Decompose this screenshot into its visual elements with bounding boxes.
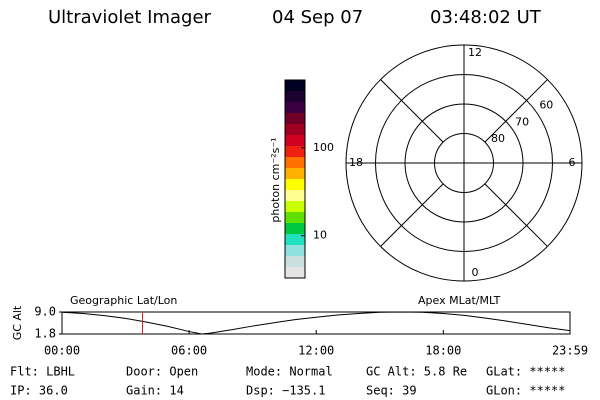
- color-band: [285, 168, 305, 180]
- color-band: [285, 212, 305, 224]
- x-tick-label: 18:00: [425, 344, 461, 358]
- color-band: [285, 234, 305, 246]
- x-tick-label: 23:59: [552, 344, 588, 358]
- status-field: Seq: 39: [366, 384, 417, 398]
- color-band: [285, 223, 305, 235]
- color-band: [285, 124, 305, 136]
- status-field: GLat: *****: [486, 365, 565, 379]
- status-field: Flt: LBHL: [10, 365, 75, 379]
- ring-label: 70: [515, 115, 529, 128]
- annotation: Geographic Lat/Lon: [70, 294, 177, 307]
- polar-spoke: [380, 183, 444, 247]
- status-field: IP: 36.0: [10, 384, 68, 398]
- color-band: [285, 179, 305, 191]
- y-tick-label: 1.8: [34, 327, 56, 341]
- status-field: GLon: *****: [486, 384, 565, 398]
- color-band: [285, 267, 305, 279]
- color-band: [285, 135, 305, 147]
- status-field: Gain: 14: [126, 384, 184, 398]
- annotation: Apex MLat/MLT: [418, 294, 501, 307]
- color-band: [285, 146, 305, 158]
- status-field: Mode: Normal: [246, 365, 333, 379]
- status-field: Door: Open: [126, 365, 198, 379]
- mlt-label: 18: [349, 156, 363, 169]
- y-tick-label: 9.0: [34, 305, 56, 319]
- ring-label: 60: [539, 98, 553, 111]
- color-band: [285, 157, 305, 169]
- colorbar-tick-label: 10: [313, 229, 327, 242]
- time: 03:48:02 UT: [430, 7, 542, 28]
- colorbar-tick-label: 100: [313, 141, 334, 154]
- color-band: [285, 245, 305, 257]
- colorbar-label: photon cm⁻²s⁻¹: [269, 137, 282, 222]
- title: Ultraviolet Imager: [48, 7, 212, 28]
- ring-label: 80: [491, 132, 505, 145]
- x-tick-label: 06:00: [171, 344, 207, 358]
- polar-spoke: [380, 79, 444, 143]
- color-band: [285, 91, 305, 103]
- color-band: [285, 113, 305, 125]
- color-band: [285, 201, 305, 213]
- x-tick-label: 12:00: [298, 344, 334, 358]
- mlt-label: 12: [468, 46, 482, 59]
- color-band: [285, 190, 305, 202]
- x-tick-label: 00:00: [44, 344, 80, 358]
- status-field: GC Alt: 5.8 Re: [366, 365, 467, 379]
- polar-spoke: [484, 79, 548, 143]
- altitude-line: [61, 311, 571, 335]
- color-band: [285, 256, 305, 268]
- mlt-label: 6: [569, 156, 576, 169]
- polar-spoke: [484, 183, 548, 247]
- y-axis-label: GC Alt: [11, 305, 24, 340]
- date: 04 Sep 07: [272, 7, 363, 28]
- color-band: [285, 102, 305, 114]
- mlt-label: 0: [472, 266, 479, 279]
- colorbar-frame: [284, 79, 306, 279]
- color-band: [285, 80, 305, 92]
- status-field: Dsp: −135.1: [246, 384, 325, 398]
